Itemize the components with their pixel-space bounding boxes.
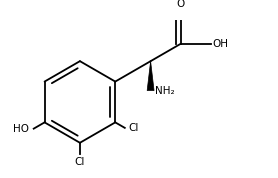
- Text: Cl: Cl: [128, 123, 138, 133]
- Text: HO: HO: [13, 124, 29, 134]
- Text: OH: OH: [213, 39, 229, 49]
- Text: O: O: [177, 0, 185, 9]
- Polygon shape: [147, 61, 154, 91]
- Text: Cl: Cl: [75, 157, 85, 167]
- Text: NH₂: NH₂: [155, 86, 175, 96]
